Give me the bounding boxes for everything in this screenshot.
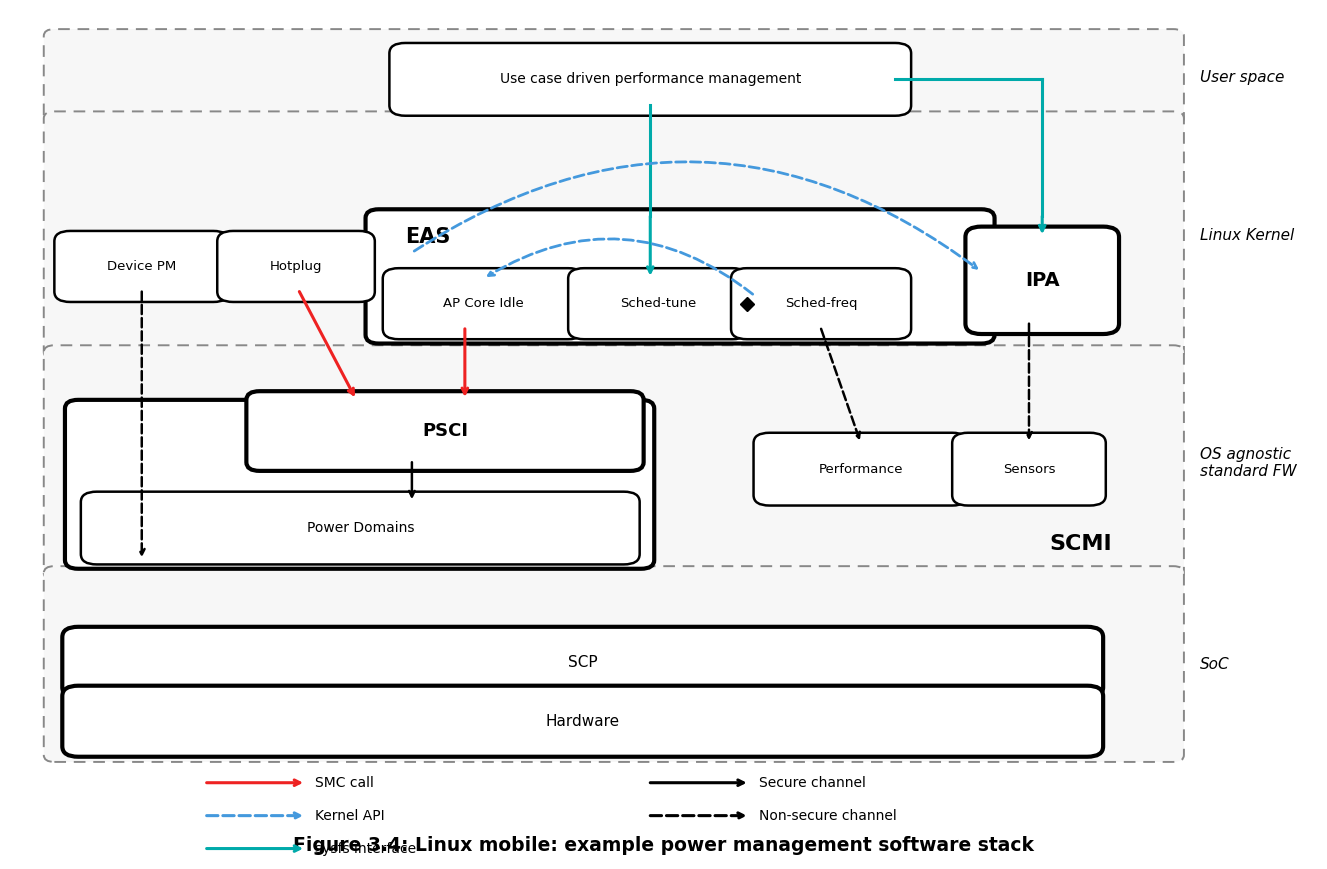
FancyBboxPatch shape [44, 345, 1184, 580]
Text: Figure 3.4: Linux mobile: example power management software stack: Figure 3.4: Linux mobile: example power … [293, 837, 1034, 855]
Text: Device PM: Device PM [107, 260, 176, 273]
FancyBboxPatch shape [44, 567, 1184, 762]
FancyBboxPatch shape [54, 231, 230, 302]
FancyBboxPatch shape [568, 269, 748, 339]
Text: EAS: EAS [405, 227, 451, 247]
FancyBboxPatch shape [389, 43, 912, 116]
FancyBboxPatch shape [382, 269, 584, 339]
Text: Performance: Performance [819, 462, 904, 475]
FancyBboxPatch shape [247, 391, 644, 471]
FancyBboxPatch shape [754, 433, 969, 506]
Text: SCMI: SCMI [1050, 534, 1112, 554]
Text: Sensors: Sensors [1003, 462, 1055, 475]
Text: Kernel API: Kernel API [316, 809, 385, 823]
Text: Sched-freq: Sched-freq [784, 297, 857, 310]
Text: SCP: SCP [568, 655, 597, 670]
FancyBboxPatch shape [365, 209, 994, 343]
Text: SMC call: SMC call [316, 776, 374, 790]
Text: PSCI: PSCI [422, 422, 468, 440]
Text: Non-secure channel: Non-secure channel [759, 809, 897, 823]
FancyBboxPatch shape [218, 231, 374, 302]
FancyBboxPatch shape [62, 627, 1103, 698]
FancyBboxPatch shape [65, 400, 654, 569]
FancyBboxPatch shape [62, 686, 1103, 757]
Text: Hardware: Hardware [545, 713, 620, 729]
Text: SoC: SoC [1200, 657, 1229, 672]
Text: Power Domains: Power Domains [307, 521, 414, 535]
FancyBboxPatch shape [81, 492, 640, 565]
Text: sysfs interface: sysfs interface [316, 841, 417, 856]
FancyBboxPatch shape [44, 111, 1184, 359]
Text: User space: User space [1200, 70, 1285, 85]
Text: OS agnostic
standard FW: OS agnostic standard FW [1200, 447, 1296, 480]
Text: AP Core Idle: AP Core Idle [443, 297, 524, 310]
FancyBboxPatch shape [953, 433, 1105, 506]
Text: IPA: IPA [1024, 271, 1059, 290]
Text: Secure channel: Secure channel [759, 776, 865, 790]
Text: Sched-tune: Sched-tune [620, 297, 697, 310]
Text: Linux Kernel: Linux Kernel [1200, 228, 1294, 242]
Text: Hotplug: Hotplug [269, 260, 322, 273]
FancyBboxPatch shape [966, 227, 1119, 334]
FancyBboxPatch shape [731, 269, 912, 339]
FancyBboxPatch shape [44, 29, 1184, 125]
Text: Use case driven performance management: Use case driven performance management [499, 72, 802, 86]
